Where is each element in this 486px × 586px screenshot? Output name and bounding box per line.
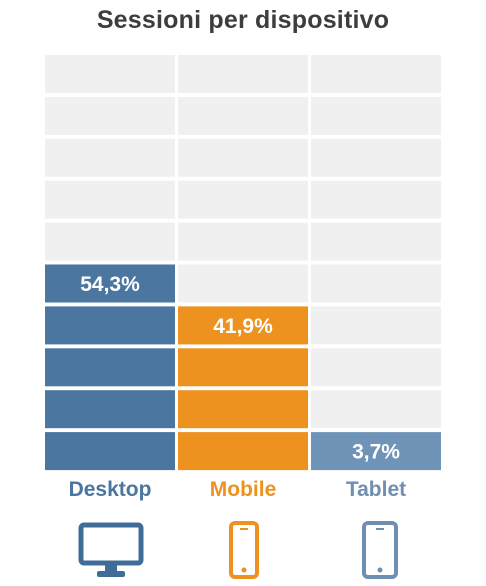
empty-block <box>178 222 308 261</box>
bar-block-desktop <box>45 432 175 471</box>
bar-block-mobile <box>178 306 308 345</box>
data-label-mobile: 41,9% <box>213 315 273 338</box>
bar-block-desktop <box>45 348 175 387</box>
category-label-desktop: Desktop <box>68 478 152 501</box>
category-label-mobile: Mobile <box>209 478 277 501</box>
mobile-icon <box>229 521 259 579</box>
bar-block-desktop <box>45 264 175 303</box>
empty-block <box>311 306 441 345</box>
empty-block <box>311 138 441 177</box>
bar-block-mobile <box>178 348 308 387</box>
empty-block <box>311 348 441 387</box>
empty-block <box>311 222 441 261</box>
empty-block <box>311 264 441 303</box>
bar-block-tablet <box>311 432 441 471</box>
empty-block <box>178 96 308 135</box>
desktop-icon <box>78 522 144 577</box>
empty-block <box>45 55 175 93</box>
empty-block <box>311 96 441 135</box>
bar-block-mobile <box>178 432 308 471</box>
empty-block <box>311 55 441 93</box>
empty-block <box>45 138 175 177</box>
bar-block-desktop <box>45 306 175 345</box>
tablet-icon <box>362 521 398 579</box>
empty-block <box>178 264 308 303</box>
empty-block <box>45 96 175 135</box>
empty-block <box>311 180 441 219</box>
empty-block <box>45 180 175 219</box>
data-label-tablet: 3,7% <box>352 441 400 464</box>
data-label-desktop: 54,3% <box>80 273 140 296</box>
bar-block-mobile <box>178 390 308 429</box>
empty-block <box>178 180 308 219</box>
chart-title: Sessioni per dispositivo <box>96 6 390 34</box>
empty-block <box>45 222 175 261</box>
empty-block <box>178 55 308 93</box>
empty-block <box>178 138 308 177</box>
category-label-tablet: Tablet <box>345 478 407 501</box>
bar-block-desktop <box>45 390 175 429</box>
empty-block <box>311 390 441 429</box>
